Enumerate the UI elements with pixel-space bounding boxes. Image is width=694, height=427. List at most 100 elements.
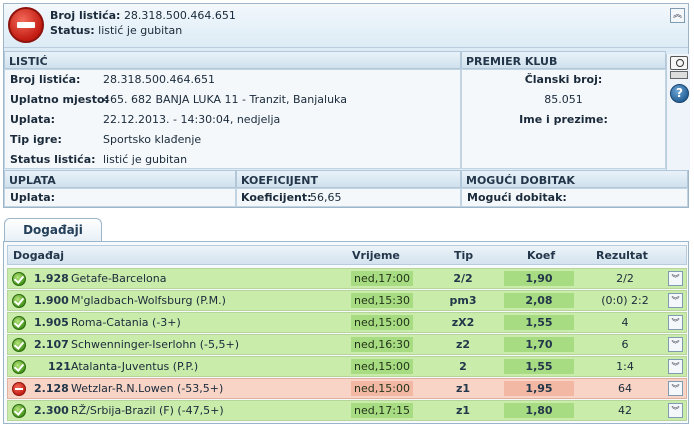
event-tip: z2 bbox=[455, 338, 471, 351]
event-tip: pm3 bbox=[449, 294, 477, 307]
listic-label: Uplata: bbox=[10, 113, 56, 126]
event-result: 64 bbox=[618, 382, 632, 395]
event-result: (0:0) 2:2 bbox=[601, 294, 649, 307]
won-icon bbox=[12, 316, 26, 330]
camera-icon[interactable] bbox=[670, 56, 688, 70]
event-time: ned,15:30 bbox=[351, 293, 413, 308]
listic-label: Broj listića: bbox=[10, 73, 81, 86]
event-time: ned,17:15 bbox=[351, 403, 413, 418]
header-koef: Koef bbox=[527, 249, 556, 262]
chevron-down-icon[interactable]: ︾ bbox=[668, 271, 683, 286]
tools-column: ? bbox=[666, 54, 690, 170]
koeficijent-cell: Koeficijent: 56,65 bbox=[236, 188, 461, 207]
dobitak-label: Mogući dobitak: bbox=[467, 191, 567, 204]
listic-value: listić je gubitan bbox=[103, 153, 188, 166]
listic-value: Sportsko klađenje bbox=[103, 133, 202, 146]
ticket-header: Broj listića: 28.318.500.464.651 Status:… bbox=[4, 4, 688, 48]
won-icon bbox=[12, 272, 26, 286]
event-result: 2/2 bbox=[616, 272, 634, 285]
header-status-label: Status: bbox=[50, 24, 95, 37]
table-row: 2.128 Wetzlar-R.N.Lowen (-53,5+) ned,15:… bbox=[7, 378, 687, 399]
event-code: 2.107 bbox=[34, 338, 69, 351]
koeficijent-value: 56,65 bbox=[310, 191, 342, 204]
event-match: Schwenninger-Iserlohn (-5,5+) bbox=[71, 338, 240, 351]
event-koef: 2,08 bbox=[504, 293, 574, 308]
event-koef: 1,95 bbox=[504, 381, 574, 396]
chevron-down-icon[interactable]: ︾ bbox=[668, 403, 683, 418]
event-result: 1:4 bbox=[616, 360, 634, 373]
listic-label: Tip igre: bbox=[10, 133, 62, 146]
listic-label: Status listića: bbox=[10, 153, 96, 166]
chevron-down-icon[interactable]: ︾ bbox=[668, 381, 683, 396]
won-icon bbox=[12, 294, 26, 308]
chevron-down-icon[interactable]: ︾ bbox=[668, 359, 683, 374]
event-match: Roma-Catania (-3+) bbox=[71, 316, 181, 329]
header-status-line: Status: listić je gubitan bbox=[50, 24, 182, 37]
lost-icon bbox=[12, 382, 26, 396]
koeficijent-label: Koeficijent: bbox=[241, 191, 312, 204]
event-tip: 2 bbox=[459, 360, 467, 373]
event-match: Atalanta-Juventus (P.P.) bbox=[71, 360, 199, 373]
header-ticket-value: 28.318.500.464.651 bbox=[123, 9, 236, 22]
help-icon[interactable]: ? bbox=[670, 84, 689, 103]
uplata-title: UPLATA bbox=[4, 170, 236, 188]
event-time: ned,17:00 bbox=[351, 271, 413, 286]
won-icon bbox=[12, 338, 26, 352]
event-match: M'gladbach-Wolfsburg (P.M.) bbox=[71, 294, 226, 307]
won-icon bbox=[12, 360, 26, 374]
member-number-value: 85.051 bbox=[544, 93, 583, 106]
event-koef: 1,55 bbox=[504, 359, 574, 374]
event-time: ned,15:00 bbox=[351, 315, 413, 330]
dobitak-title: MOGUĆI DOBITAK bbox=[461, 170, 688, 188]
event-code: 1.905 bbox=[34, 316, 69, 329]
event-time: ned,15:00 bbox=[351, 359, 413, 374]
event-koef: 1,70 bbox=[504, 337, 574, 352]
listic-label: Uplatno mjesto: bbox=[10, 93, 109, 106]
header-event: Događaj bbox=[13, 249, 65, 262]
member-name-label: Ime i prezime: bbox=[519, 113, 608, 126]
uplata-cell: Uplata: bbox=[4, 188, 236, 207]
chevron-down-icon[interactable]: ︾ bbox=[668, 293, 683, 308]
header-ticket-line: Broj listića: 28.318.500.464.651 bbox=[50, 9, 236, 22]
event-code: 2.128 bbox=[34, 382, 69, 395]
event-koef: 1,90 bbox=[504, 271, 574, 286]
header-tip: Tip bbox=[454, 249, 474, 262]
event-tip: z1 bbox=[455, 382, 471, 395]
listic-value: 465. 682 BANJA LUKA 11 - Tranzit, Banjal… bbox=[103, 93, 347, 106]
header-time: Vrijeme bbox=[352, 249, 400, 262]
table-row: 1.905 Roma-Catania (-3+) ned,15:00 zX2 1… bbox=[7, 312, 687, 333]
event-match: RŽ/Srbija-Brazil (F) (-47,5+) bbox=[71, 404, 224, 417]
listic-value: 22.12.2013. - 14:30:04, nedjelja bbox=[103, 113, 281, 126]
event-code: 1.900 bbox=[34, 294, 69, 307]
event-code: 121 bbox=[48, 360, 71, 373]
header-status-value: listić je gubitan bbox=[98, 24, 183, 37]
table-row: 1.900 M'gladbach-Wolfsburg (P.M.) ned,15… bbox=[7, 290, 687, 311]
event-time: ned,15:00 bbox=[351, 381, 413, 396]
event-time: ned,16:30 bbox=[351, 337, 413, 352]
won-icon bbox=[12, 404, 26, 418]
member-number-label: Članski broj: bbox=[524, 73, 603, 86]
event-result: 4 bbox=[621, 316, 629, 329]
event-koef: 1,80 bbox=[504, 403, 574, 418]
events-table: Događaj Vrijeme Tip Koef Rezultat 1.928 … bbox=[3, 242, 689, 424]
header-result: Rezultat bbox=[596, 249, 648, 262]
lost-status-icon bbox=[8, 7, 44, 43]
uplata-label: Uplata: bbox=[10, 191, 56, 204]
event-match: Getafe-Barcelona bbox=[71, 272, 167, 285]
chevron-up-icon[interactable]: ︽ bbox=[670, 8, 685, 23]
event-tip: zX2 bbox=[451, 316, 475, 329]
event-result: 6 bbox=[621, 338, 629, 351]
listic-value: 28.318.500.464.651 bbox=[103, 73, 215, 86]
print-icon[interactable] bbox=[670, 71, 688, 79]
event-result: 42 bbox=[618, 404, 632, 417]
events-header: Događaj Vrijeme Tip Koef Rezultat bbox=[7, 245, 687, 265]
event-code: 1.928 bbox=[34, 272, 69, 285]
tab-dogadaji[interactable]: Događaji bbox=[4, 218, 102, 242]
table-row: 2.300 RŽ/Srbija-Brazil (F) (-47,5+) ned,… bbox=[7, 400, 687, 421]
table-row: 2.107 Schwenninger-Iserlohn (-5,5+) ned,… bbox=[7, 334, 687, 355]
chevron-down-icon[interactable]: ︾ bbox=[668, 337, 683, 352]
tab-divider bbox=[3, 241, 689, 242]
premier-details: Članski broj: 85.051 Ime i prezime: bbox=[461, 69, 666, 169]
chevron-down-icon[interactable]: ︾ bbox=[668, 315, 683, 330]
table-row: 121 Atalanta-Juventus (P.P.) ned,15:00 2… bbox=[7, 356, 687, 377]
